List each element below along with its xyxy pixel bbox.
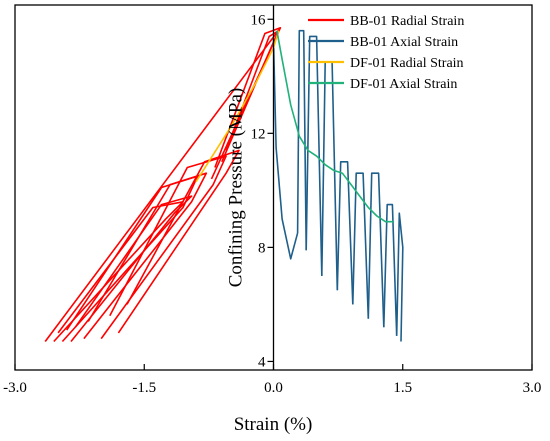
legend-label: DF-01 Radial Strain <box>350 56 464 71</box>
x-tick-label: -1.5 <box>132 380 156 396</box>
x-tick-label: 3.0 <box>523 380 542 396</box>
series-line <box>383 203 398 336</box>
series-1 <box>44 26 282 343</box>
ticks-layer: -3.0 -1.5 0.0 1.5 3.0 4 8 12 16 <box>3 12 541 396</box>
series-line <box>336 161 354 305</box>
series-line <box>352 172 370 319</box>
legend: BB-01 Radial Strain BB-01 Axial Strain DF-… <box>308 14 464 92</box>
series-line <box>272 39 299 260</box>
x-tick-label: -3.0 <box>3 380 27 396</box>
series-line <box>44 27 282 342</box>
legend-label: BB-01 Radial Strain <box>350 14 464 29</box>
series-line <box>305 35 323 276</box>
legend-label: DF-01 Axial Strain <box>350 77 457 92</box>
legend-label: BB-01 Axial Strain <box>350 35 458 50</box>
x-tick-label: 0.0 <box>264 380 283 396</box>
series-4 <box>276 30 395 223</box>
series-line <box>100 155 227 340</box>
series-line <box>276 30 395 223</box>
y-tick-label: 8 <box>258 240 266 256</box>
x-axis-label: Strain (%) <box>234 414 313 435</box>
y-tick-label: 16 <box>251 12 267 28</box>
y-axis-label: Confining Pressure (MPa) <box>226 88 247 287</box>
y-tick-label: 12 <box>251 126 266 142</box>
series-3 <box>195 30 280 183</box>
x-tick-label: 1.5 <box>393 380 412 396</box>
series-line <box>395 212 404 342</box>
series-line <box>117 149 240 334</box>
series-line <box>195 30 280 183</box>
y-tick-label: 4 <box>258 354 266 370</box>
series-line <box>83 172 208 340</box>
series-layer <box>44 26 404 343</box>
series-line <box>367 172 385 328</box>
series-line <box>321 61 339 291</box>
